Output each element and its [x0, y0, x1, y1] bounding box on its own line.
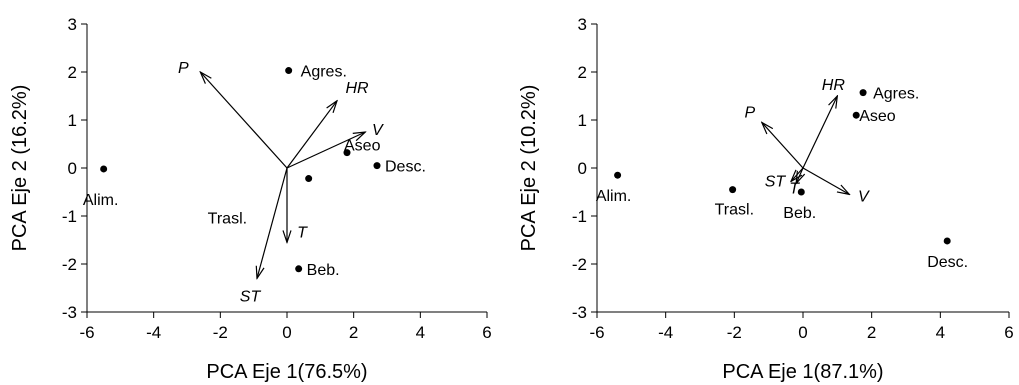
point-label-alim: Alim.	[596, 188, 632, 205]
y-axis-title: PCA Eje 2 (10.2%)	[518, 85, 540, 252]
vector-arrow-t	[796, 167, 803, 183]
point-label-agres: Agres.	[301, 64, 347, 81]
data-point-beb	[797, 188, 805, 196]
data-point-desc	[943, 237, 951, 245]
data-point-alim	[100, 165, 108, 173]
vector-label-hr: HR	[345, 80, 369, 97]
x-tick-label: -4	[146, 323, 161, 342]
y-tick-label: 2	[68, 63, 77, 82]
y-tick-label: 0	[578, 159, 587, 178]
data-point-agres	[285, 67, 293, 75]
vector-label-st: ST	[765, 173, 787, 190]
x-tick-label: 4	[936, 323, 945, 342]
y-tick-label: -3	[572, 303, 587, 322]
vector-arrow-v	[286, 132, 365, 169]
point-label-alim: Alim.	[83, 192, 119, 209]
data-point-trasl	[729, 186, 737, 194]
y-tick-label: 3	[578, 15, 587, 34]
vector-label-t: T	[297, 224, 308, 241]
vector-label-hr: HR	[822, 77, 846, 94]
vector-arrow-hr	[802, 96, 837, 169]
point-label-beb: Beb.	[783, 205, 816, 222]
x-axis-title: PCA Eje 1(87.1%)	[722, 361, 883, 383]
data-point-beb	[295, 265, 303, 273]
data-point-desc	[373, 162, 381, 170]
data-point-aseo	[343, 149, 351, 157]
y-tick-label: -2	[572, 255, 587, 274]
vector-arrow-p	[762, 122, 804, 169]
x-tick-label: 6	[482, 323, 491, 342]
data-point-agres	[859, 89, 867, 97]
point-label-agres: Agres.	[873, 86, 919, 103]
vector-label-v: V	[372, 122, 384, 139]
point-label-aseo: Aseo	[344, 138, 381, 155]
x-tick-label: -4	[658, 323, 673, 342]
vector-arrow-st	[257, 167, 288, 278]
point-label-aseo: Aseo	[859, 108, 896, 125]
pca-chart-right: -6 -4 -2 0 2 4 6 -3 -2 -1 0 1 2 3 PCA Eje 1(87.1%) PCA …	[518, 15, 1014, 383]
vector-label-p: P	[178, 60, 189, 77]
x-tick-label: 0	[282, 323, 291, 342]
y-tick-label: 0	[68, 159, 77, 178]
vector-arrow-p	[200, 72, 288, 169]
x-tick-label: 4	[416, 323, 425, 342]
y-tick-label: 1	[578, 111, 587, 130]
x-tick-label: -2	[727, 323, 742, 342]
y-tick-label: 3	[68, 15, 77, 34]
vector-arrow-hr	[286, 101, 337, 169]
data-point-trasl	[305, 175, 313, 183]
point-label-desc: Desc.	[927, 254, 968, 271]
y-tick-label: 1	[68, 111, 77, 130]
y-tick-label: -1	[572, 207, 587, 226]
x-tick-label: -6	[589, 323, 604, 342]
point-label-desc: Desc.	[385, 159, 426, 176]
point-label-beb: Beb.	[307, 262, 340, 279]
y-axis-title: PCA Eje 2 (16.2%)	[9, 85, 31, 252]
data-point-alim	[614, 171, 622, 179]
data-point-aseo	[852, 111, 860, 119]
x-tick-label: -2	[213, 323, 228, 342]
x-tick-label: 2	[349, 323, 358, 342]
y-tick-label: -1	[62, 207, 77, 226]
y-tick-label: -3	[62, 303, 77, 322]
x-axis-title: PCA Eje 1(76.5%)	[206, 361, 367, 383]
x-tick-label: 6	[1004, 323, 1013, 342]
pca-chart-left: -6 -4 -2 0 2 4 6 -3 -2 -1 0 1 2 3 PCA Eje 1(76.5%) PCA …	[9, 15, 492, 383]
vector-label-t: T	[789, 180, 800, 197]
vector-label-p: P	[744, 104, 755, 121]
x-tick-label: 0	[798, 323, 807, 342]
vector-label-st: ST	[240, 288, 262, 305]
y-tick-label: -2	[62, 255, 77, 274]
point-label-trasl: Trasl.	[715, 202, 754, 219]
vector-arrow-v	[802, 167, 849, 194]
y-tick-label: 2	[578, 63, 587, 82]
point-label-trasl: Trasl.	[208, 211, 247, 228]
x-tick-label: 2	[867, 323, 876, 342]
vector-label-v: V	[858, 188, 870, 205]
x-tick-label: -6	[79, 323, 94, 342]
